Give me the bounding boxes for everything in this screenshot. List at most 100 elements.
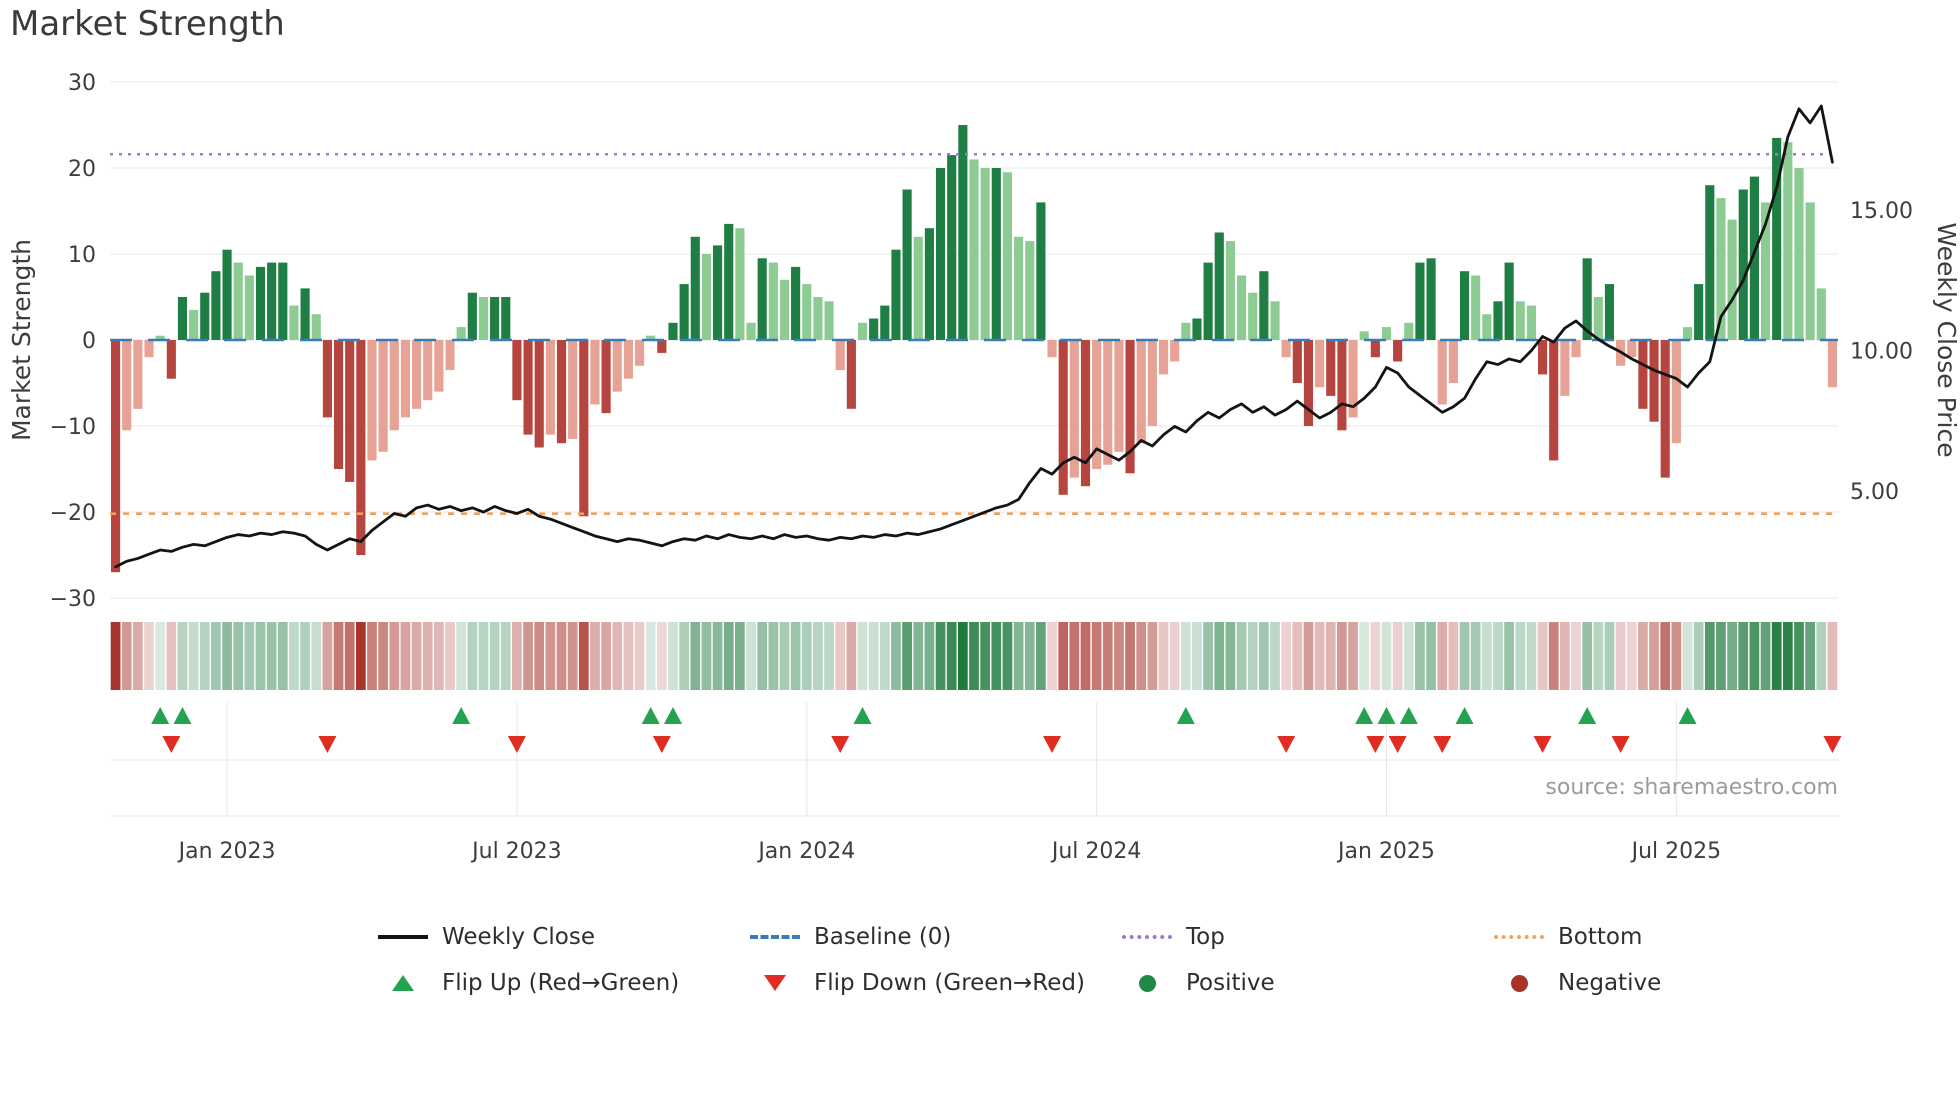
flip-up-marker — [1578, 707, 1597, 724]
flip-down-marker — [1366, 736, 1385, 753]
heatmap-cell — [735, 622, 745, 690]
strength-bar — [322, 340, 332, 418]
strength-bar — [1158, 340, 1169, 375]
strength-bar — [456, 327, 466, 340]
strength-bar — [300, 288, 310, 340]
strength-bar — [512, 340, 522, 401]
strength-bar — [1549, 340, 1559, 461]
heatmap-cell — [1537, 622, 1548, 690]
heatmap-cell — [1481, 622, 1492, 690]
heatmap-cell — [1225, 622, 1236, 690]
strength-bar — [1125, 340, 1135, 474]
strength-bar — [958, 125, 968, 340]
flip-down-marker — [162, 736, 181, 753]
triangle-down-icon — [764, 975, 786, 991]
strength-bar — [1537, 340, 1548, 375]
heatmap-cell — [578, 622, 589, 690]
heatmap-cell — [1794, 622, 1804, 690]
heatmap-cell — [746, 622, 756, 690]
flip-up-marker — [1678, 707, 1697, 724]
y-axis-tick-label: 10 — [68, 243, 96, 268]
heatmap-cell — [1782, 622, 1793, 690]
flip-up-marker — [452, 707, 471, 724]
heatmap-cell — [835, 622, 846, 690]
heatmap-cell — [1638, 622, 1648, 690]
heatmap-cell — [1448, 622, 1459, 690]
strength-bar — [490, 297, 500, 340]
heatmap-cell — [957, 622, 968, 690]
heatmap-cell — [1559, 622, 1570, 690]
strength-bar — [1705, 185, 1715, 340]
left-axis-title: Market Strength — [7, 239, 36, 441]
strength-bar — [1370, 340, 1380, 358]
flip-up-marker — [151, 707, 170, 724]
strength-bar — [1303, 340, 1314, 426]
strength-bar — [267, 262, 277, 340]
strength-bar — [523, 340, 533, 435]
strength-bar — [1281, 340, 1291, 358]
heatmap-cell — [813, 622, 823, 690]
heatmap-cell — [1069, 622, 1080, 690]
heatmap-cell — [155, 622, 166, 690]
heatmap-cell — [1571, 622, 1581, 690]
strength-bar — [445, 340, 455, 371]
heatmap-cell — [277, 622, 288, 690]
heatmap-cell — [1526, 622, 1537, 690]
strength-bar — [1047, 340, 1057, 358]
strength-bar — [1805, 202, 1815, 340]
strength-bar — [1593, 297, 1603, 340]
heatmap-cell — [434, 622, 444, 690]
strength-bar — [1270, 301, 1280, 340]
strength-bar — [1214, 232, 1224, 340]
flip-up-marker — [1399, 707, 1418, 724]
heatmap-cell — [1258, 622, 1269, 690]
heatmap-cell — [1805, 622, 1816, 690]
strength-bar — [1147, 340, 1157, 426]
heatmap-cell — [891, 622, 901, 690]
heatmap-cell — [1303, 622, 1314, 690]
heatmap-cell — [244, 622, 255, 690]
page-title: Market Strength — [10, 4, 285, 44]
heatmap-cell — [969, 622, 979, 690]
strength-bar — [1136, 340, 1146, 444]
strength-bar — [935, 168, 946, 340]
strength-bar — [623, 340, 633, 379]
heatmap-cell — [1158, 622, 1169, 690]
heatmap-cell — [1125, 622, 1135, 690]
strength-bar — [679, 284, 689, 340]
strength-bar — [802, 284, 812, 340]
strength-bar — [255, 266, 266, 340]
strength-bar — [133, 340, 143, 409]
strength-bar — [1760, 202, 1771, 340]
heatmap-cell — [1247, 622, 1258, 690]
heatmap-cell — [367, 622, 377, 690]
heatmap-cell — [1203, 622, 1213, 690]
heatmap-cell — [1214, 622, 1225, 690]
heatmap-cell — [1002, 622, 1013, 690]
strength-bar — [233, 262, 243, 340]
heatmap-cell — [1091, 622, 1102, 690]
flip-up-marker — [663, 707, 682, 724]
right-axis-title: Weekly Close Price — [1932, 222, 1960, 457]
heatmap-cell — [656, 622, 667, 690]
strength-bar — [222, 249, 232, 340]
strength-bar — [1816, 288, 1826, 340]
strength-bar — [1582, 258, 1592, 340]
dotted-orange-swatch-icon — [1494, 935, 1544, 939]
heatmap-cell — [846, 622, 857, 690]
strength-bar — [1025, 241, 1035, 340]
heatmap-cell — [601, 622, 611, 690]
legend: Weekly Close Baseline (0) Top Bottom Fli… — [378, 922, 1866, 998]
strength-bar — [1415, 262, 1425, 340]
strength-bar — [1671, 340, 1681, 444]
y-axis-tick-label: 30 — [68, 71, 96, 96]
legend-item-flip-up: Flip Up (Red→Green) — [378, 968, 750, 998]
heatmap-cell — [1136, 622, 1147, 690]
heatmap-cell — [757, 622, 768, 690]
baseline-dash-swatch — [750, 935, 800, 939]
heatmap-cell — [991, 622, 1002, 690]
legend-item-positive: Positive — [1122, 968, 1494, 998]
strength-bar — [690, 236, 700, 340]
flip-down-marker — [507, 736, 526, 753]
